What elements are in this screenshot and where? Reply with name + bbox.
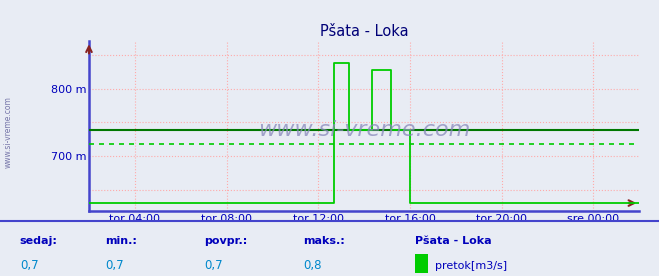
Text: 0,7: 0,7 [204, 259, 223, 272]
Text: www.si-vreme.com: www.si-vreme.com [258, 120, 471, 140]
Text: 0,7: 0,7 [20, 259, 38, 272]
Text: min.:: min.: [105, 236, 137, 246]
Text: Pšata - Loka: Pšata - Loka [415, 236, 492, 246]
Text: sedaj:: sedaj: [20, 236, 57, 246]
Title: Pšata - Loka: Pšata - Loka [320, 24, 409, 39]
Text: maks.:: maks.: [303, 236, 345, 246]
Text: www.si-vreme.com: www.si-vreme.com [3, 97, 13, 168]
Text: povpr.:: povpr.: [204, 236, 248, 246]
Text: 0,7: 0,7 [105, 259, 124, 272]
Text: 0,8: 0,8 [303, 259, 322, 272]
Text: pretok[m3/s]: pretok[m3/s] [435, 261, 507, 271]
